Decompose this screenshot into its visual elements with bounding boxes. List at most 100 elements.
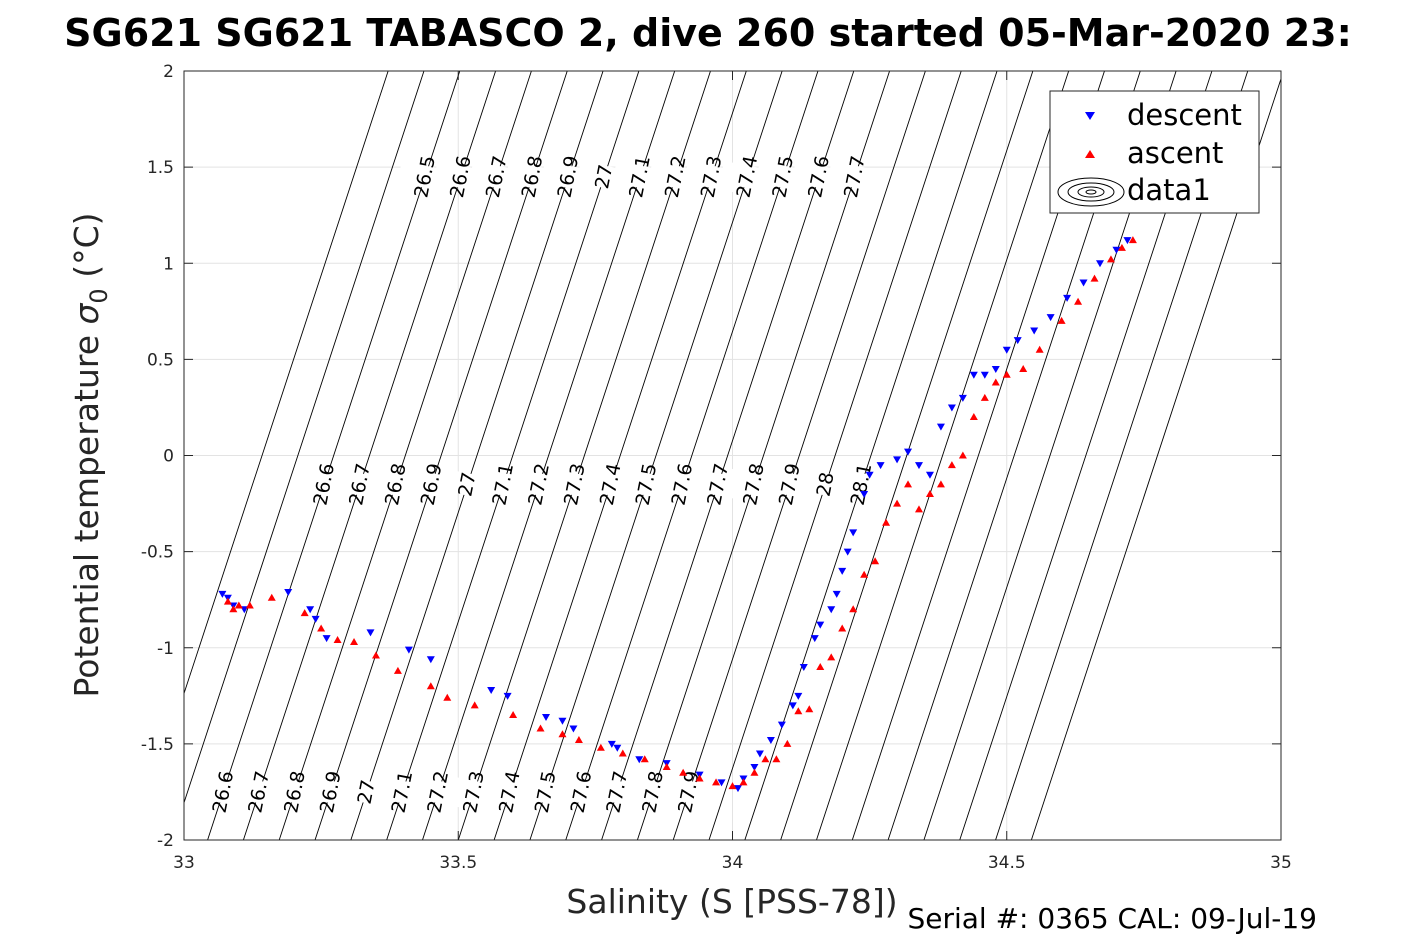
descent-point [755,750,764,758]
isopycnal-line [636,71,891,840]
descent-point [843,548,852,556]
isopycnal-line [816,71,1070,840]
ascent-point [536,724,545,732]
x-tick-label: 34.5 [988,853,1026,873]
legend-data1-label: data1 [1127,173,1211,207]
y-tick-label: 0.5 [147,350,174,370]
legend: descent ascent data1 [1049,90,1260,214]
ascent-point [991,378,1000,386]
ascent-point [350,637,359,645]
descent-point [788,702,797,710]
descent-point [832,590,841,598]
ascent-point [662,762,671,770]
ascent-point [805,705,814,713]
ascent-point [1090,274,1099,282]
descent-point [1095,260,1104,268]
ascent-point [772,755,781,763]
ascent-point [860,570,869,578]
axis-ticks: 33 33.5 34 34.5 35 2 1.5 1 0.5 0 -0.5 -1 -1.5 -2 [141,62,1292,873]
descent-point [366,629,375,637]
y-tick-label: -1.5 [141,735,174,755]
legend-ascent-marker [1085,150,1095,158]
ascent-point [750,768,759,776]
descent-point [914,462,923,470]
legend-contour-icon [1057,177,1125,207]
isopycnal-line [744,71,998,840]
ascent-point [1106,255,1115,263]
descent-point [1030,327,1039,335]
serial-cal-footer: Serial #: 0365 CAL: 09-Jul-19 [907,902,1317,935]
chart-title: SG621 SG621 TABASCO 2, dive 260 started … [64,11,1352,55]
ascent-point [574,736,583,744]
isopycnal-line [565,71,819,840]
ascent-point [783,739,792,747]
x-tick-label: 33.5 [439,853,477,873]
descent-point [569,725,578,733]
descent-point [635,756,644,764]
ascent-point [300,609,309,617]
ascent-point [1002,370,1011,378]
descent-point [717,779,726,787]
isopycnal-line [672,71,926,840]
ascent-point [794,707,803,715]
descent-point [969,371,978,379]
ascent-point [827,653,836,661]
descent-point [1063,294,1072,302]
descent-point [1112,246,1121,254]
descent-point [980,371,989,379]
ascent-point [229,605,238,613]
ascent-point [267,593,276,601]
ascent-point [695,774,704,782]
y-tick-label: 0 [163,447,174,467]
legend-box [1049,90,1260,214]
descent-point [794,692,803,700]
descent-point [322,635,331,643]
descent-point [766,737,775,745]
ascent-point [1074,297,1083,305]
ascent-point [245,601,254,609]
ascent-point [728,782,737,790]
descent-point [1013,337,1022,345]
isopycnal-line [207,71,461,840]
ascent-point [849,605,858,613]
isopycnal-line [708,71,962,840]
ascent-point [470,701,479,709]
ascent-point [1128,236,1137,244]
descent-point [925,471,934,479]
density-contours [184,71,1281,840]
isopycnal-line [780,71,1034,840]
ascent-point [969,413,978,421]
ascent-point [936,480,945,488]
legend-descent-marker [1085,112,1095,120]
descent-point [487,687,496,695]
isopycnal-line [314,71,568,840]
descent-point [893,456,902,464]
contour-label-bg [827,160,883,193]
descent-point [816,621,825,629]
ascent-point [925,489,934,497]
ascent-point [1019,364,1028,372]
y-axis-label: Potential temperature σ0 (°C) [67,213,113,698]
ascent-point [333,636,342,644]
descent-point [426,656,435,664]
y-tick-label: -2 [157,831,174,851]
descent-point [306,606,315,614]
descent-point [991,365,1000,373]
ascent-point [234,601,243,609]
ascent-point [1057,316,1066,324]
y-tick-label: 1 [163,254,174,274]
ascent-point [223,597,232,605]
descent-point [936,423,945,431]
ascent-point [871,557,880,565]
contour-label: 27 [354,778,380,806]
isopycnal-line [278,71,532,840]
descent-point [904,448,913,456]
descent-point [947,404,956,412]
descent-point [827,606,836,614]
descent-point [958,394,967,402]
descent-point [284,588,293,596]
contour-label: 27 [591,163,617,191]
descent-point [860,490,869,498]
descent-point [777,721,786,729]
